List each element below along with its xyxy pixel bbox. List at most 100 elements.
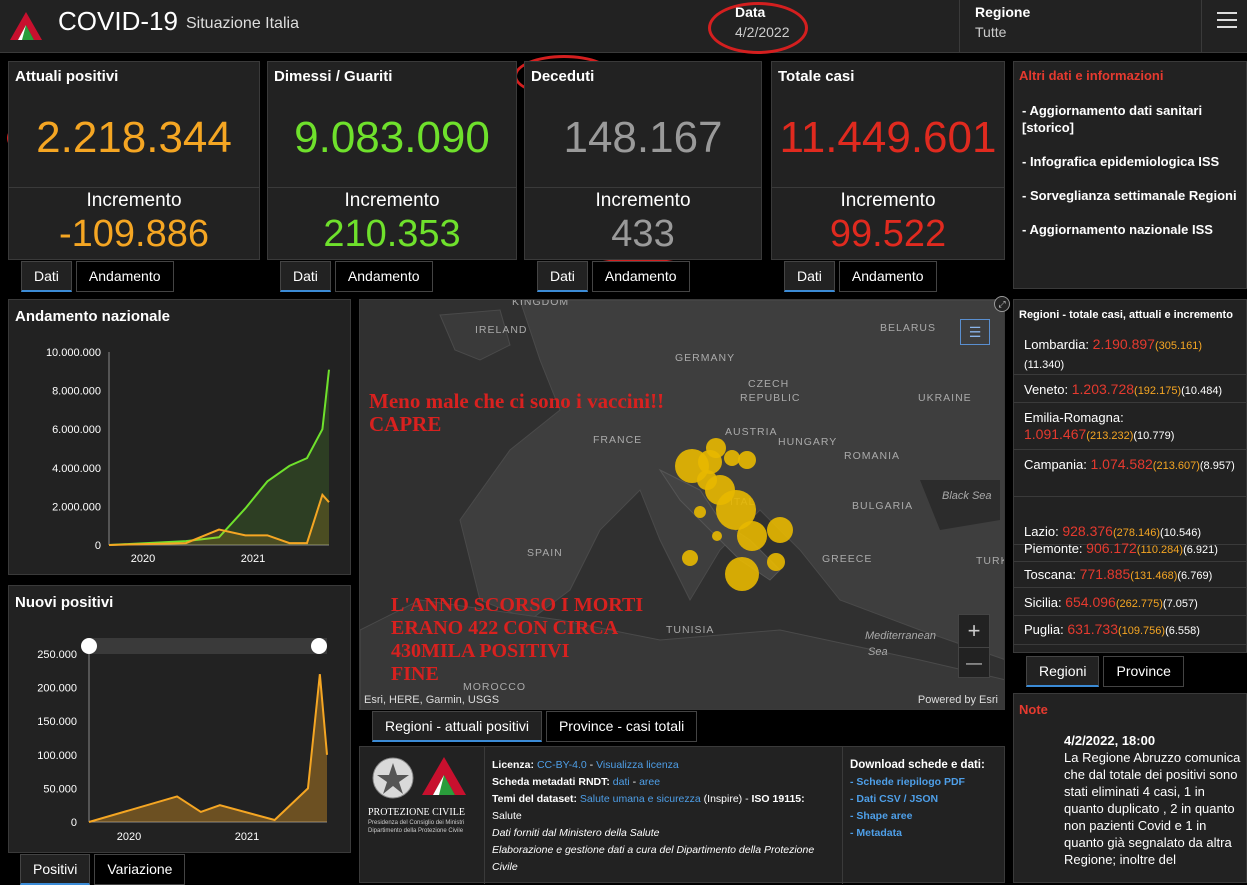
tab-andamento-3[interactable]: Andamento	[838, 261, 937, 292]
card-value: 148.167	[563, 113, 723, 162]
tab-positivi[interactable]: Positivi	[20, 854, 91, 885]
region-bubble[interactable]	[737, 521, 767, 551]
nuovi-chart[interactable]: 250.000 200.000 150.000 100.000 50.000 0 2020 2…	[9, 586, 352, 854]
region-active: (262.775)	[1115, 598, 1163, 610]
rndt-aree-link[interactable]: aree	[639, 776, 661, 788]
region-selector[interactable]: Regione Tutte	[975, 4, 1030, 40]
tab-andamento-2[interactable]: Andamento	[591, 261, 690, 292]
region-row[interactable]: Sicilia: 654.096(262.775)(7.057)	[1014, 588, 1246, 616]
legend-list-icon[interactable]: ☰	[960, 319, 990, 345]
andamento-title: Andamento nazionale	[15, 308, 171, 325]
card-value: 9.083.090	[294, 113, 490, 162]
region-incr: (7.057)	[1162, 598, 1198, 610]
hamburger-menu-icon[interactable]	[1217, 12, 1237, 28]
region-bubble[interactable]	[725, 557, 759, 591]
region-bubble[interactable]	[697, 470, 717, 490]
region-row[interactable]: Puglia: 631.733(109.756)(6.558)	[1014, 615, 1246, 645]
range-slider-handle[interactable]	[81, 638, 97, 654]
region-bubble[interactable]	[682, 550, 698, 566]
region-row[interactable]: Emilia-Romagna: 1.091.467(213.232)(10.77…	[1014, 403, 1246, 450]
info-link-aggiornamento[interactable]: - Aggiornamento dati sanitari [storico]	[1022, 103, 1203, 135]
tab-province[interactable]: Province	[1103, 656, 1184, 687]
tab-variazione[interactable]: Variazione	[94, 854, 186, 885]
x-tick-label: 2021	[235, 831, 259, 843]
region-row[interactable]: Campania: 1.074.582(213.607)(8.957)	[1014, 450, 1246, 497]
range-slider-track[interactable]	[89, 638, 327, 654]
region-incr: (11.340)	[1024, 359, 1065, 371]
card-value: 11.449.601	[779, 113, 997, 162]
x-tick-label: 2020	[117, 831, 141, 843]
info-title: Altri dati e informazioni	[1019, 68, 1164, 83]
region-incr: (10.779)	[1133, 430, 1175, 442]
range-slider-handle[interactable]	[311, 638, 327, 654]
tab-dati-3[interactable]: Dati	[784, 261, 835, 292]
annotation-line-2: CAPRE	[369, 412, 442, 436]
region-row[interactable]: Lazio: 928.376(278.146)(10.546)	[1014, 517, 1246, 545]
license-link[interactable]: CC-BY-4.0	[536, 759, 587, 771]
map-basemap	[360, 300, 1004, 709]
footer-panel: PROTEZIONE CIVILE Presidenza del Consigl…	[359, 746, 1005, 884]
info-link-sorveglianza[interactable]: - Sorveglianza settimanale Regioni	[1022, 188, 1237, 203]
region-active: (192.175)	[1134, 385, 1182, 397]
rndt-dati-link[interactable]: dati	[612, 776, 630, 788]
map-label: BELARUS	[880, 322, 937, 334]
region-bubble[interactable]	[694, 506, 706, 518]
region-bubble[interactable]	[712, 531, 722, 541]
region-row[interactable]: Lombardia: 2.190.897(305.161) (11.340)	[1014, 330, 1246, 375]
download-metadata-link[interactable]: Metadata	[856, 827, 902, 839]
andamento-chart[interactable]: 10.000.000 8.000.000 6.000.000 4.000.000 2.0…	[9, 300, 352, 576]
info-link-infografica[interactable]: - Infografica epidemiologica ISS	[1022, 154, 1220, 169]
region-bubble[interactable]	[767, 553, 785, 571]
annotation2-line-4: FINE	[391, 663, 439, 685]
card-title: Dimessi / Guariti	[274, 68, 393, 85]
region-incr: (10.546)	[1160, 527, 1202, 539]
tab-dati-1[interactable]: Dati	[280, 261, 331, 292]
nuovi-title: Nuovi positivi	[15, 594, 114, 611]
region-total: 1.203.728	[1071, 381, 1135, 397]
card-incr-label: Incremento	[840, 190, 936, 211]
map-label: GERMANY	[675, 352, 736, 364]
dataset-theme-link[interactable]: Salute umana e sicurezza	[579, 793, 701, 805]
region-total: 1.074.582	[1090, 456, 1153, 472]
map-label: BULGARIA	[852, 500, 914, 512]
region-name: Piemonte:	[1024, 541, 1083, 556]
region-row[interactable]: Piemonte: 906.172(110.284)(6.921)	[1014, 534, 1246, 562]
info-link-iss[interactable]: - Aggiornamento nazionale ISS	[1022, 222, 1213, 237]
tab-dati-2[interactable]: Dati	[537, 261, 588, 292]
map-label: Sea	[868, 646, 888, 658]
region-active: (110.284)	[1136, 544, 1184, 556]
region-row[interactable]: Toscana: 771.885(131.468)(6.769)	[1014, 560, 1246, 588]
tab-dati-0[interactable]: Dati	[21, 261, 72, 292]
tab-andamento-1[interactable]: Andamento	[334, 261, 433, 292]
region-row[interactable]: Veneto: 1.203.728(192.175)(10.484)	[1014, 375, 1246, 403]
tab-andamento-0[interactable]: Andamento	[75, 261, 174, 292]
download-shape-link[interactable]: Shape aree	[856, 810, 913, 822]
region-incr: (8.957)	[1199, 460, 1235, 472]
tab-regioni-attuali-positivi[interactable]: Regioni - attuali positivi	[372, 711, 542, 742]
tab-province-casi-totali[interactable]: Province - casi totali	[545, 711, 698, 742]
region-name: Puglia:	[1024, 622, 1064, 637]
tab-regioni[interactable]: Regioni	[1026, 656, 1100, 687]
map-label: REPUBLIC	[740, 392, 801, 404]
map-panel[interactable]: KINGDOM IRELAND BELARUS GERMANY CZECH REPUBLI…	[359, 299, 1005, 710]
fullscreen-icon[interactable]: ⤢	[994, 296, 1010, 312]
region-incr: (6.769)	[1177, 570, 1213, 582]
card-0: Attuali positivi 2.218.344 Incremento -1…	[8, 61, 260, 260]
pc-logo-sub2: Dipartimento della Protezione Civile	[368, 828, 464, 834]
download-csv-link[interactable]: Dati CSV / JSON	[856, 793, 939, 805]
powered-by-esri[interactable]: Powered by Esri	[917, 694, 998, 706]
region-total: 631.733	[1067, 621, 1118, 637]
card-incr-value: 99.522	[829, 213, 947, 255]
y-tick-label: 4.000.000	[52, 463, 101, 475]
annotation2-line-3: 430MILA POSITIVI	[391, 640, 570, 662]
region-bubble[interactable]	[767, 517, 793, 543]
y-tick-label: 200.000	[37, 683, 77, 695]
download-pdf-link[interactable]: Schede riepilogo PDF	[856, 776, 965, 788]
region-incr: (10.484)	[1181, 385, 1223, 397]
region-bubble[interactable]	[738, 451, 756, 469]
region-label: Regione	[975, 4, 1031, 20]
region-bubble[interactable]	[724, 450, 740, 466]
zoom-out-button[interactable]: —	[959, 647, 989, 678]
view-license-link[interactable]: Visualizza licenza	[596, 759, 679, 771]
zoom-in-button[interactable]: +	[967, 618, 981, 643]
